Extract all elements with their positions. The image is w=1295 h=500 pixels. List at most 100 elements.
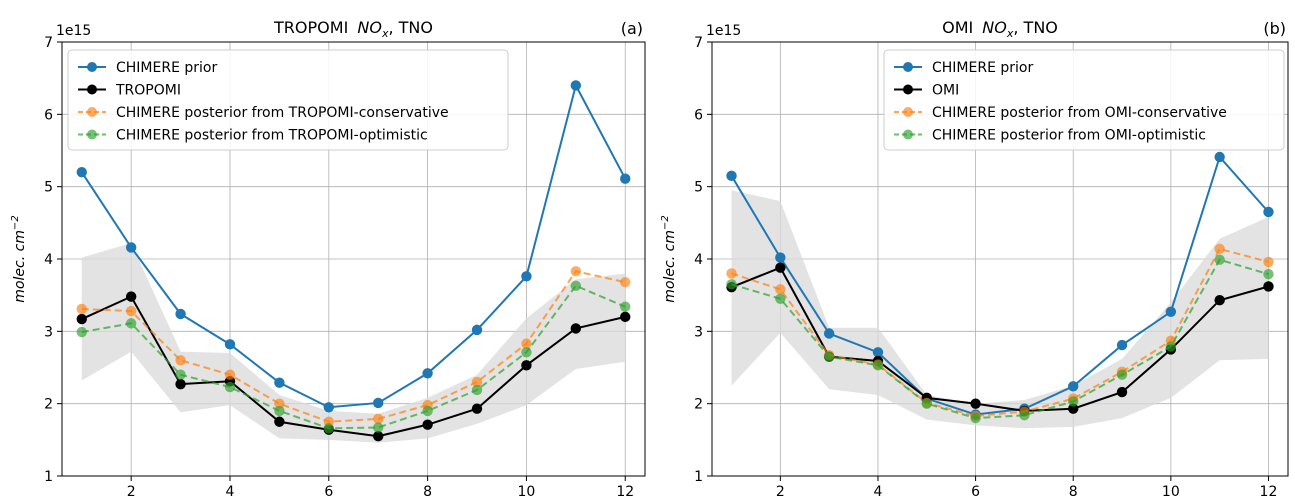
data-point: [1068, 381, 1079, 392]
x-tick-label: 2: [127, 484, 136, 500]
chart-title: TROPOMI NOx, TNO: [273, 18, 433, 40]
data-point: [274, 377, 285, 388]
title-main: TROPOMI: [273, 18, 353, 37]
x-tick-label: 12: [1260, 484, 1278, 500]
data-point: [125, 242, 137, 253]
data-point: [373, 431, 384, 442]
data-point: [274, 405, 285, 417]
legend: CHIMERE prior TROPOMI CHIMERE posterior fr…: [67, 49, 509, 151]
legend-label: CHIMERE posterior from TROPOMI-optimisti…: [116, 128, 428, 144]
data-point: [76, 313, 87, 325]
data-point: [570, 266, 582, 277]
data-point: [323, 402, 334, 413]
y-axis-label: molec. cm−2: [10, 215, 28, 302]
data-point: [570, 80, 582, 91]
y-tick-label: 5: [694, 180, 703, 196]
legend-marker: [903, 62, 913, 72]
y-tick-label: 6: [44, 107, 53, 123]
data-point: [921, 398, 932, 409]
data-point: [726, 170, 737, 182]
data-point: [224, 381, 236, 393]
data-point: [521, 271, 532, 282]
data-point: [274, 398, 285, 409]
data-point: [1019, 410, 1030, 421]
title-subscript: x: [381, 27, 389, 40]
data-point: [422, 405, 433, 417]
data-point: [570, 280, 582, 291]
data-point: [1214, 243, 1225, 255]
legend-marker: [903, 84, 913, 95]
data-point: [521, 347, 532, 358]
title-tail: , TNO: [1013, 18, 1058, 37]
data-point: [373, 422, 384, 433]
x-tick-label: 10: [518, 484, 536, 500]
legend-marker: [87, 84, 97, 95]
data-point: [224, 339, 236, 350]
legend-box: [67, 49, 509, 151]
data-point: [76, 167, 87, 178]
ylabel-superscript: −2: [10, 215, 21, 230]
data-point: [1165, 341, 1177, 352]
legend-item: OMI: [894, 83, 959, 99]
ylabel-text: molec. cm: [662, 230, 678, 303]
data-point: [1165, 306, 1177, 318]
legend: CHIMERE prior OMI CHIMERE posterior from O…: [883, 49, 1285, 151]
legend-item: CHIMERE posterior from TROPOMI-optimisti…: [78, 128, 428, 144]
data-point: [224, 369, 236, 380]
x-tick-label: 6: [324, 484, 333, 500]
data-point: [125, 305, 137, 317]
title-tail: , TNO: [388, 18, 433, 37]
title-main: OMI: [942, 18, 978, 37]
x-tick-label: 2: [776, 484, 785, 500]
legend-item: TROPOMI: [78, 83, 181, 99]
series-line: [731, 247, 1269, 417]
legend-item: CHIMERE posterior from OMI-conservative: [894, 105, 1227, 121]
data-point: [471, 384, 483, 396]
legend-marker: [87, 129, 97, 140]
y-tick-label: 3: [694, 324, 703, 340]
x-tick-label: 8: [1069, 484, 1078, 500]
data-point: [620, 311, 631, 323]
data-point: [1214, 254, 1225, 265]
data-point: [1116, 339, 1128, 351]
legend-label: CHIMERE posterior from TROPOMI-conservat…: [116, 105, 449, 121]
series-line: [80, 82, 627, 409]
data-point: [373, 397, 384, 409]
data-point: [620, 173, 631, 184]
data-point: [1263, 256, 1274, 268]
legend-item: CHIMERE posterior from TROPOMI-conservat…: [78, 105, 449, 121]
data-point: [1263, 268, 1274, 280]
data-point: [1068, 396, 1079, 407]
legend-item: CHIMERE posterior from OMI-optimistic: [894, 128, 1206, 144]
data-point: [1214, 151, 1225, 163]
series-2: [76, 266, 631, 427]
ylabel-text: molec. cm: [12, 230, 28, 303]
data-point: [76, 326, 87, 338]
data-point: [175, 369, 186, 380]
y-offset-text: 1e15: [56, 23, 91, 39]
legend-label: CHIMERE prior: [116, 60, 217, 76]
y-tick-label: 4: [44, 252, 53, 268]
series-3: [76, 280, 631, 434]
y-axis-label: molec. cm−2: [660, 215, 678, 302]
legend-label: OMI: [932, 83, 959, 99]
ylabel-superscript: −2: [660, 215, 671, 230]
data-point: [274, 416, 285, 427]
y-tick-label: 2: [694, 397, 703, 413]
legend-label: CHIMERE posterior from OMI-conservative: [932, 105, 1227, 121]
data-point: [775, 252, 786, 263]
data-point: [823, 328, 835, 339]
data-point: [323, 423, 334, 434]
series-line: [731, 266, 1269, 412]
data-point: [970, 398, 981, 409]
y-tick-label: 6: [694, 107, 703, 123]
chart-title: OMI NOx, TNO: [942, 18, 1058, 40]
legend-box: [883, 49, 1285, 151]
legend-marker: [87, 62, 97, 72]
series-3: [726, 254, 1274, 424]
x-tick-label: 12: [616, 484, 634, 500]
